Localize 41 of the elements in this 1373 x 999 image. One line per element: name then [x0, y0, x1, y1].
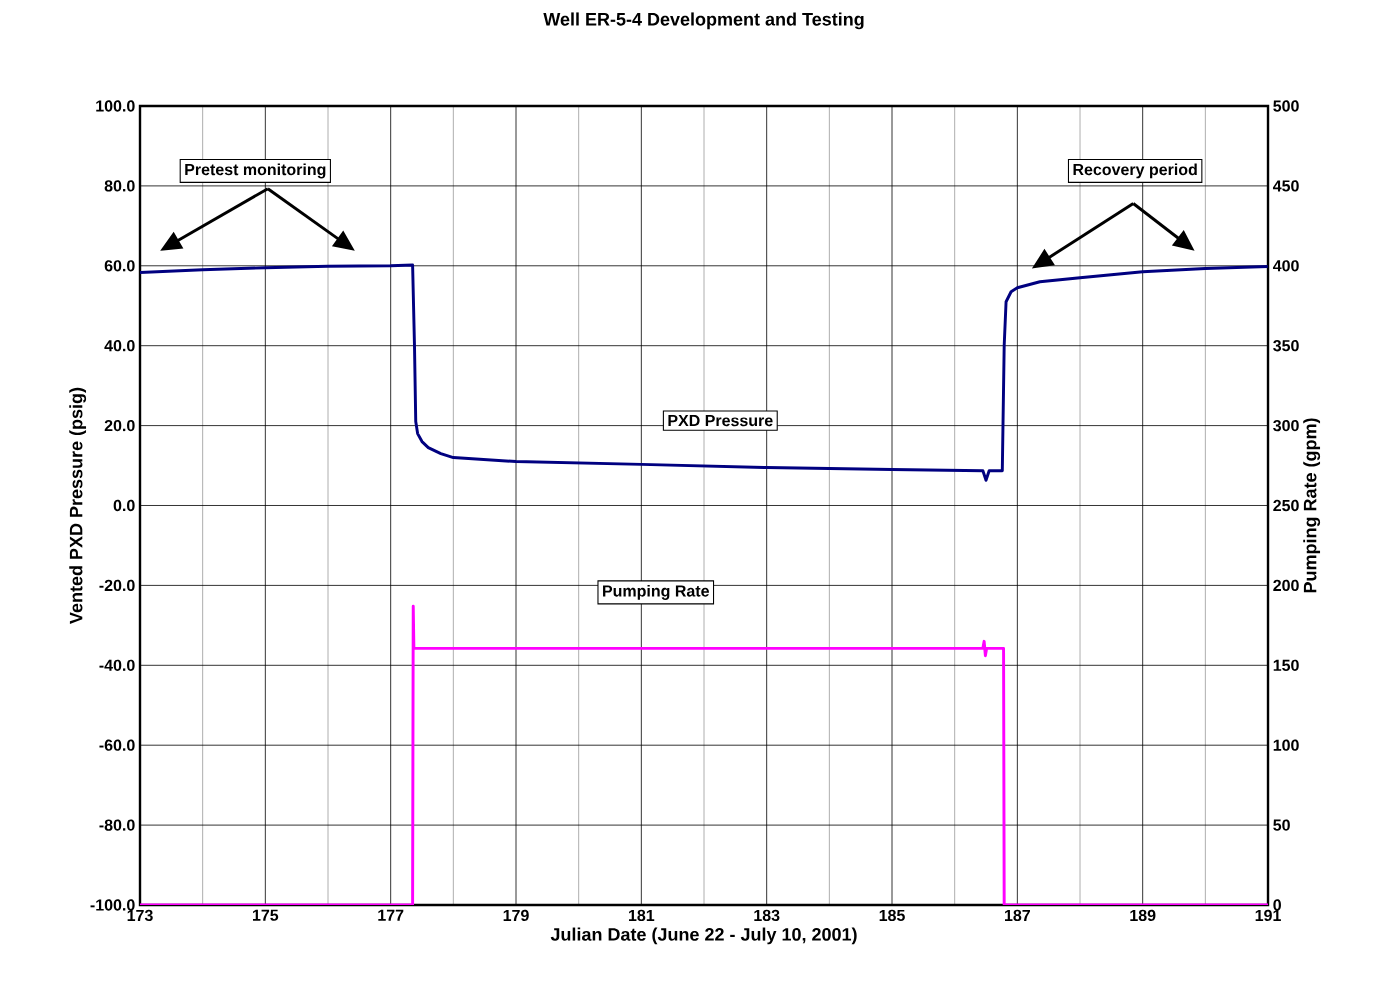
y2-tick-label: 350 [1273, 340, 1299, 352]
annotation: PXD Pressure [668, 415, 773, 427]
x-tick-label: 179 [503, 909, 529, 922]
y2-tick-label: 100 [1273, 739, 1299, 751]
y-tick-label: 100.0 [96, 100, 135, 112]
y-tick-label: -40.0 [99, 659, 135, 671]
x-tick-label: 173 [127, 909, 153, 922]
x-tick-label: 187 [1005, 909, 1030, 922]
y2-tick-label: 450 [1272, 180, 1299, 192]
chart-title: Well ER-5-4 Development and Testing [543, 12, 864, 30]
y-tick-label: -100.0 [90, 899, 135, 911]
y2-tick-label: 200 [1273, 579, 1299, 592]
y-tick-label: 80.0 [104, 180, 135, 192]
y2-axis-title: Pumping Rate (gpm) [1303, 418, 1321, 593]
y2-tick-label: 250 [1273, 499, 1299, 512]
x-tick-label: 175 [252, 909, 279, 921]
x-tick-label: 177 [378, 909, 404, 921]
y-tick-label: -60.0 [99, 739, 135, 751]
y-tick-label: 60.0 [104, 260, 135, 272]
y-tick-label: 40.0 [104, 340, 135, 352]
y2-tick-label: 50 [1273, 819, 1290, 831]
y2-tick-label: 0 [1273, 899, 1281, 911]
y2-tick-label: 400 [1272, 260, 1299, 272]
y-tick-label: -20.0 [99, 579, 135, 592]
y-axis-title: Vented PXD Pressure (psig) [69, 387, 87, 624]
x-tick-label: 189 [1130, 909, 1156, 922]
annotation: Pumping Rate [603, 584, 709, 600]
y2-tick-label: 300 [1273, 419, 1299, 432]
x-axis-title: Julian Date (June 22 - July 10, 2001) [550, 927, 857, 945]
annotation: Pretest monitoring [185, 163, 326, 179]
y-tick-label: 0.0 [113, 499, 135, 512]
y2-tick-label: 500 [1273, 100, 1299, 112]
annotation: Recovery period [1073, 163, 1197, 179]
x-tick-label: 181 [629, 909, 655, 922]
y-tick-label: 20.0 [104, 419, 135, 432]
line-series [138, 263, 1270, 482]
x-tick-label: 183 [754, 909, 780, 922]
x-tick-label: 185 [879, 909, 905, 922]
x-tick-label: 191 [1255, 909, 1281, 922]
y-tick-label: -80.0 [99, 819, 135, 831]
y2-tick-label: 150 [1273, 659, 1299, 671]
